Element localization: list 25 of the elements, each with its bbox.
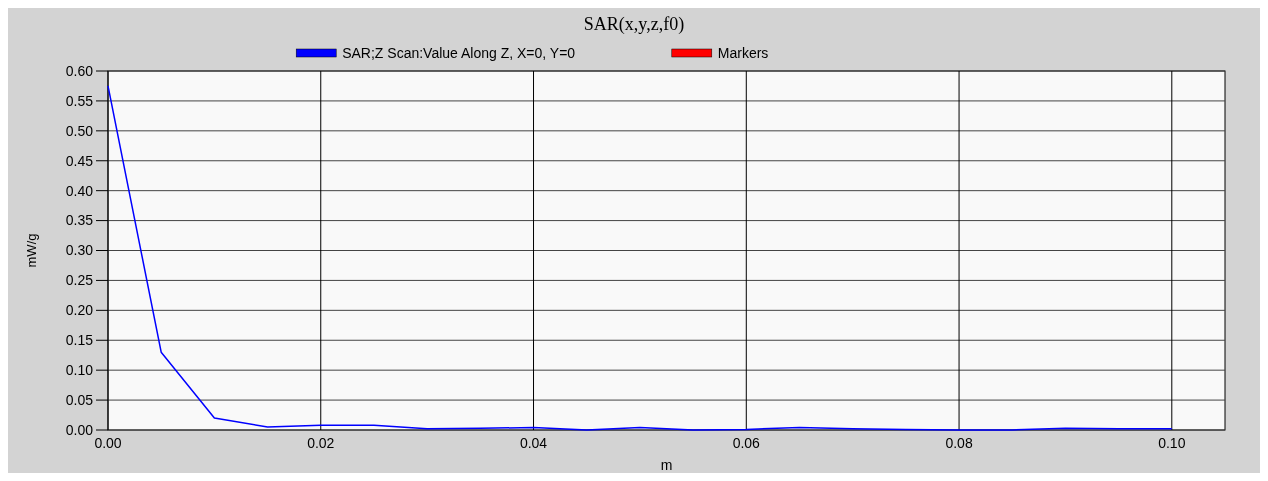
y-tick-label: 0.60 [65, 62, 94, 79]
legend-label: SAR;Z Scan:Value Along Z, X=0, Y=0 [342, 45, 576, 61]
y-tick-label: 0.35 [65, 212, 94, 229]
y-tick-label: 0.50 [65, 122, 94, 139]
y-tick-label: 0.00 [65, 421, 94, 438]
x-tick-label: 0.06 [732, 435, 761, 451]
y-tick-label: 0.10 [65, 362, 94, 379]
line-series [107, 85, 1173, 431]
y-axis-title: mW/g [24, 233, 39, 268]
y-tick-label: 0.40 [65, 182, 94, 199]
chart-title: SAR(x,y,z,f0) [583, 14, 685, 35]
x-tick-label: 0.08 [945, 435, 973, 451]
x-tick-label: 0.00 [94, 435, 122, 451]
y-tick-label: 0.55 [65, 92, 94, 109]
y-tick-label: 0.05 [65, 391, 94, 408]
x-tick-label: 0.04 [519, 435, 548, 451]
x-tick-label: 0.02 [307, 435, 335, 451]
y-tick-label: 0.25 [65, 272, 94, 289]
legend-label: Markers [717, 45, 769, 61]
x-tick-label: 0.10 [1158, 435, 1186, 451]
y-tick-label: 0.20 [65, 302, 94, 319]
x-axis-title: m [660, 457, 673, 473]
y-tick-label: 0.30 [65, 242, 94, 259]
y-tick-label: 0.15 [65, 332, 94, 349]
y-tick-label: 0.45 [65, 152, 94, 169]
